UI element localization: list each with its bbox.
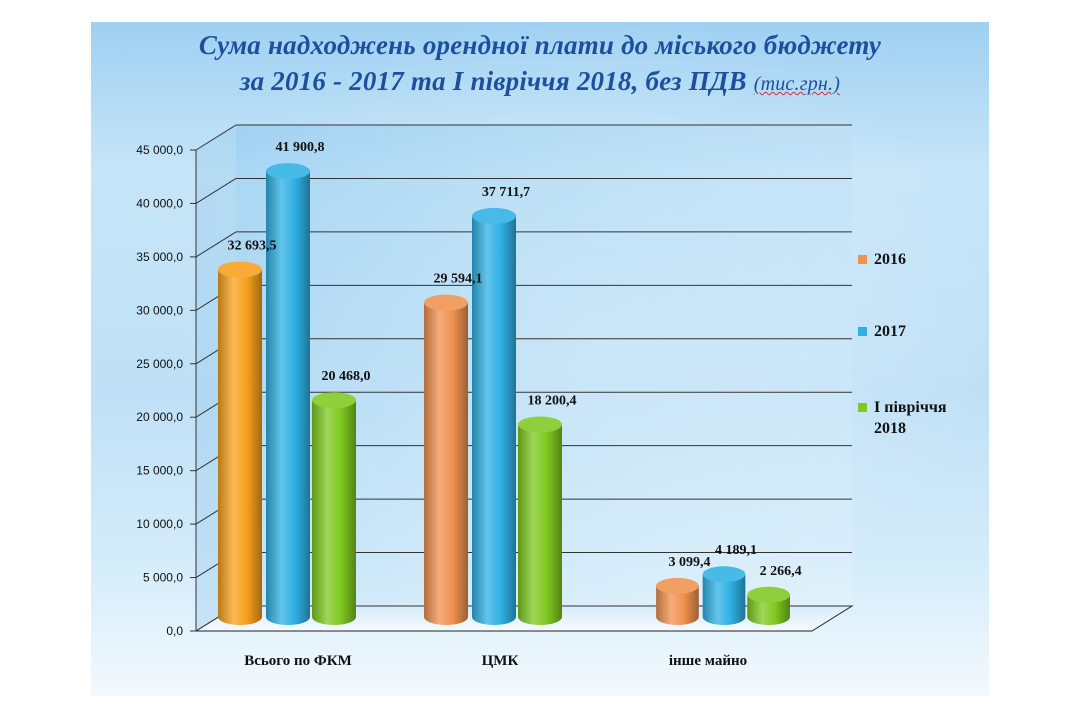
data-label: 4 189,1 (715, 543, 757, 558)
data-label: 20 468,0 (322, 369, 371, 384)
legend-label: 2017 (874, 323, 906, 340)
y-tick-label: 20 000,0 (136, 410, 183, 424)
y-tick-label: 25 000,0 (136, 357, 183, 371)
legend-label: 2016 (874, 251, 906, 268)
title-unit-text: (тис.грн.) (753, 73, 841, 95)
x-axis: Всього по ФКМ ЦМК інше майно (244, 653, 747, 669)
bar-0-1 (424, 302, 468, 625)
legend-swatch (858, 327, 867, 336)
bar-top-1-1 (472, 207, 516, 224)
gridline-side (195, 231, 237, 258)
bar-top-1-0 (266, 163, 310, 180)
bar-top-2-2 (747, 586, 790, 603)
data-label: 2 266,4 (760, 564, 802, 579)
gridline-side (195, 178, 237, 204)
legend-label: І півріччя 2018 (874, 399, 947, 437)
bar-0-0 (218, 269, 262, 625)
data-label: 3 099,4 (668, 555, 710, 570)
y-tick-label: 40 000,0 (136, 196, 183, 210)
y-tick-label: 10 000,0 (136, 517, 183, 531)
data-label: 18 200,4 (528, 393, 577, 408)
chart-bars (218, 163, 790, 626)
y-tick-label: 30 000,0 (136, 303, 183, 317)
title-line-1-text: Сума надходжень орендної плати до місько… (198, 30, 882, 60)
bar-top-0-1 (424, 294, 468, 311)
gridline-side (195, 124, 237, 151)
x-tick-label: інше майно (669, 653, 747, 669)
x-tick-label: ЦМК (482, 653, 519, 669)
bar-2-2 (747, 594, 790, 625)
y-tick-label: 15 000,0 (136, 464, 183, 478)
bar-1-1 (472, 215, 516, 626)
x-tick-label: Всього по ФКМ (244, 653, 352, 669)
chart-title-line-1: Сума надходжень орендної плати до місько… (91, 30, 989, 61)
legend-swatch (858, 403, 867, 412)
bar-0-2 (656, 585, 699, 625)
y-tick-label: 5 000,0 (143, 571, 183, 585)
y-tick-label: 35 000,0 (136, 250, 183, 264)
chart-title-line-2: за 2016 - 2017 та І півріччя 2018, без П… (91, 66, 989, 97)
y-tick-label: 0,0 (166, 624, 183, 638)
legend-swatch (858, 255, 867, 264)
bar-1-2 (702, 574, 746, 625)
title-line-2-text: за 2016 - 2017 та І півріччя 2018, без П… (239, 66, 747, 96)
data-labels: 32 693,5 41 900,8 20 468,0 29 594,1 37 711,7… (228, 140, 802, 579)
bar-top-2-1 (518, 416, 562, 433)
bar-1-0 (266, 171, 310, 625)
bar-top-0-2 (656, 577, 699, 594)
back-wall (236, 125, 852, 606)
data-label: 37 711,7 (482, 185, 530, 200)
bar-2-0 (312, 400, 356, 625)
bar-2-1 (518, 424, 562, 625)
data-label: 29 594,1 (434, 272, 483, 287)
y-tick-label: 45 000,0 (136, 143, 183, 157)
bar-top-2-0 (312, 392, 356, 409)
y-axis: 0,0 5 000,0 10 000,0 15 000,0 20 000,0 25 000… (136, 143, 197, 638)
bar-top-1-2 (702, 566, 746, 583)
data-label: 32 693,5 (228, 239, 277, 254)
data-label: 41 900,8 (276, 140, 325, 155)
bar-top-0-0 (218, 261, 262, 278)
title-unit: (тис.грн.) (754, 73, 840, 95)
chart-plot-area (194, 125, 854, 632)
